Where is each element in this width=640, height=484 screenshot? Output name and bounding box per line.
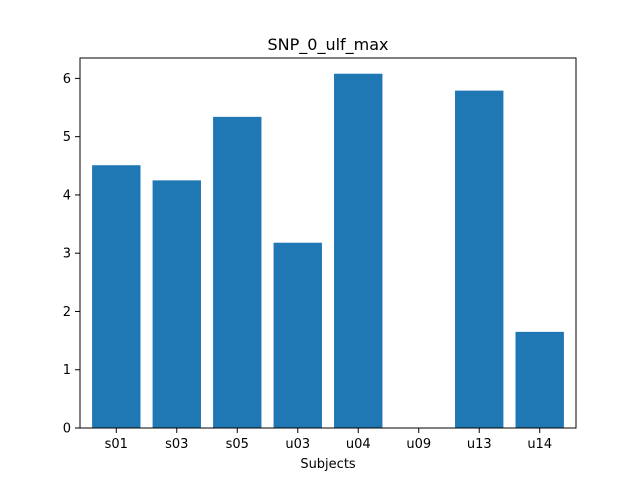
y-tick-label: 6 bbox=[63, 72, 71, 87]
bar-u14 bbox=[515, 331, 564, 428]
plot-frame bbox=[79, 57, 577, 429]
chart-title: SNP_0_ulf_max bbox=[267, 35, 388, 55]
bar-s03 bbox=[152, 180, 201, 428]
y-tick-label: 0 bbox=[63, 422, 71, 437]
x-tick-label: u13 bbox=[467, 437, 492, 452]
y-tick-label: 1 bbox=[63, 363, 71, 378]
y-ticks: 0 1 2 3 4 5 6 bbox=[63, 72, 80, 437]
x-tick-label: u03 bbox=[285, 437, 310, 452]
x-axis-label: Subjects bbox=[300, 457, 356, 472]
bars-layer bbox=[92, 73, 564, 429]
x-ticks: s01 s03 s05 u03 u04 u09 u13 u14 bbox=[105, 428, 552, 452]
x-tick-label: s03 bbox=[165, 437, 188, 452]
y-tick-label: 2 bbox=[63, 305, 71, 320]
y-tick-label: 4 bbox=[63, 188, 71, 203]
x-tick-label: u04 bbox=[346, 437, 371, 452]
bar-u04 bbox=[334, 73, 383, 428]
bar-s01 bbox=[92, 165, 141, 429]
bar-s05 bbox=[213, 116, 262, 428]
y-tick-label: 5 bbox=[63, 130, 71, 145]
y-tick-label: 3 bbox=[63, 247, 71, 262]
x-tick-label: u14 bbox=[527, 437, 552, 452]
bar-u03 bbox=[273, 242, 322, 428]
x-tick-label: u09 bbox=[406, 437, 431, 452]
x-tick-label: s01 bbox=[105, 437, 128, 452]
bar-u13 bbox=[455, 90, 504, 429]
x-tick-label: s05 bbox=[226, 437, 249, 452]
